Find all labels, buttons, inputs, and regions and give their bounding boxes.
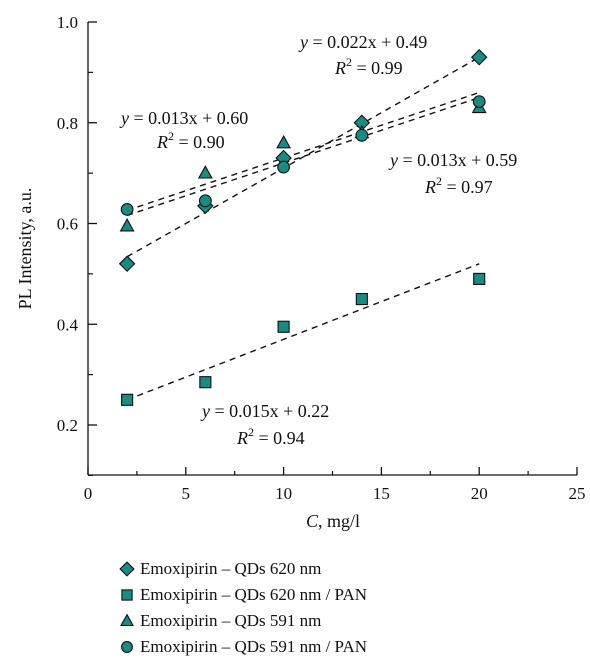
fit-equation: y = 0.022x + 0.49 [298, 32, 427, 52]
y-axis-label: PL Intensity, a.u. [15, 188, 35, 310]
legend-marker [121, 589, 133, 601]
legend-item: Emoxipirin – QDs 620 nm [118, 556, 367, 582]
fit-equation-rhs: = 0.015x + 0.22 [210, 401, 329, 421]
data-point-square [277, 320, 290, 333]
fit-r-squared-value: = 0.99 [352, 58, 403, 78]
data-point-triangle [197, 165, 213, 179]
legend-item: Emoxipirin – QDs 591 nm [118, 608, 367, 634]
y-tick-label: 0.8 [57, 114, 78, 133]
data-point-square [355, 292, 368, 306]
fit-line [126, 96, 480, 217]
legend-marker-triangle-icon [120, 613, 134, 627]
legend-label: Emoxipirin – QDs 620 nm / PAN [140, 585, 368, 604]
legend: Emoxipirin – QDs 620 nm Emoxipirin – QDs … [118, 556, 367, 660]
legend-marker-diamond-icon [119, 561, 135, 577]
legend-marker [120, 613, 134, 627]
legend-marker-circle-icon [121, 641, 133, 653]
r-squared-exponent: 2 [346, 55, 352, 69]
x-tick-label: 5 [182, 484, 191, 503]
data-point-square [473, 272, 486, 285]
fit-r-squared-value: = 0.90 [174, 132, 225, 152]
fit-equation: y = 0.013x + 0.60 [119, 108, 248, 128]
data-point-circle [355, 128, 369, 142]
fit-line [126, 56, 480, 258]
data-point-triangle [119, 218, 135, 232]
fit-equation-rhs: = 0.013x + 0.59 [398, 150, 517, 170]
axes: 0 5 10 15 20 25 0.2 0.4 0.6 0.8 1.0 C, mg/l PL Inten… [15, 13, 586, 531]
fit-equation-rhs: = 0.022x + 0.49 [308, 32, 427, 52]
r-squared-symbol: R [156, 132, 168, 152]
fit-line [126, 91, 480, 212]
fit-equation-rhs: = 0.013x + 0.60 [129, 108, 248, 128]
fit-equation-lhs: y [200, 401, 210, 421]
x-axis-label: C, mg/l [306, 511, 360, 531]
r-squared-exponent: 2 [248, 425, 254, 439]
r-squared-symbol: R [334, 58, 346, 78]
x-tick-label: 0 [84, 484, 93, 503]
data-point-diamond [470, 49, 488, 66]
data-marks [118, 49, 488, 406]
data-point-circle [198, 194, 212, 208]
data-point-circle [120, 202, 134, 216]
x-tick-label: 15 [373, 484, 390, 503]
legend-item: Emoxipirin – QDs 620 nm / PAN [118, 582, 367, 608]
fit-line [126, 263, 480, 401]
fit-r-squared: R2 = 0.94 [236, 425, 305, 448]
x-tick-label: 20 [471, 484, 488, 503]
data-point-circle [472, 95, 486, 108]
r-squared-exponent: 2 [436, 174, 442, 188]
fit-r-squared: R2 = 0.90 [156, 129, 225, 152]
x-tick-label: 25 [569, 484, 586, 503]
fit-lines [126, 56, 480, 401]
fit-equation-lhs: y [119, 108, 129, 128]
fit-equation-lhs: y [298, 32, 308, 52]
data-point-triangle [276, 134, 292, 149]
legend-marker-square-icon [121, 589, 133, 601]
y-tick-label: 0.6 [57, 215, 78, 234]
legend-item: Emoxipirin – QDs 591 nm / PAN [118, 634, 367, 660]
fit-equation: y = 0.015x + 0.22 [200, 401, 329, 421]
r-squared-symbol: R [424, 177, 436, 197]
x-axis-label-unit: , mg/l [318, 511, 360, 531]
y-tick-label: 0.4 [57, 315, 79, 334]
fit-r-squared-value: = 0.97 [442, 177, 493, 197]
legend-label: Emoxipirin – QDs 620 nm [140, 559, 322, 578]
legend-label: Emoxipirin – QDs 591 nm [140, 611, 322, 630]
x-tick-label: 10 [275, 484, 292, 503]
x-axis-label-var: C [306, 511, 319, 531]
fit-equation-lhs: y [388, 150, 398, 170]
fit-r-squared: R2 = 0.99 [334, 55, 403, 78]
y-tick-label: 1.0 [57, 13, 78, 32]
legend-marker [121, 641, 133, 653]
data-point-circle [277, 160, 290, 174]
fit-r-squared-value: = 0.94 [254, 428, 305, 448]
data-point-square [121, 393, 134, 406]
r-squared-symbol: R [236, 428, 248, 448]
data-point-square [199, 376, 212, 389]
data-point-diamond [118, 255, 136, 273]
legend-label: Emoxipirin – QDs 591 nm / PAN [140, 637, 368, 656]
r-squared-exponent: 2 [168, 129, 174, 143]
fit-equation: y = 0.013x + 0.59 [388, 150, 517, 170]
fit-r-squared: R2 = 0.97 [424, 174, 493, 197]
legend-marker [119, 561, 135, 577]
y-tick-label: 0.2 [57, 416, 78, 435]
